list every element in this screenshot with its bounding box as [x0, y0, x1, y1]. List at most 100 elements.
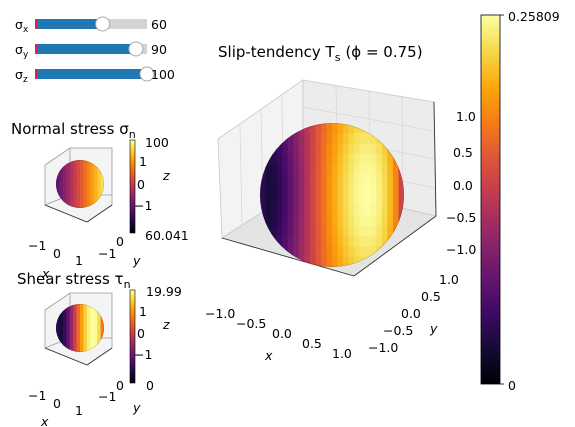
surface-patch — [359, 133, 366, 145]
surface-patch — [332, 215, 339, 227]
surface-patch — [370, 246, 377, 258]
surface-patch — [287, 225, 294, 237]
slider-sigma-x-value: 60 — [151, 17, 167, 32]
surface-patch — [80, 345, 85, 350]
surface-patch — [73, 324, 78, 329]
surface-patch — [56, 317, 61, 322]
slider-handle[interactable] — [139, 66, 155, 82]
surface-patch — [80, 197, 85, 202]
surface-patch — [59, 187, 64, 192]
slider-sigma-y[interactable]: σy 90 — [15, 41, 167, 60]
surface-patch — [282, 215, 289, 227]
surface-patch — [392, 256, 400, 267]
surface-patch — [83, 163, 88, 168]
surface-patch — [298, 246, 305, 258]
surface-patch — [348, 123, 355, 134]
surface-patch — [315, 246, 322, 258]
surface-patch — [66, 334, 71, 339]
surface-patch — [86, 328, 91, 333]
surface-patch — [392, 174, 400, 186]
surface-patch — [354, 225, 361, 237]
slider-sigma-x[interactable]: σx 60 — [15, 16, 167, 35]
surface-patch — [337, 236, 344, 248]
slip-tendency-y-label: y — [429, 321, 438, 336]
surface-patch — [276, 184, 283, 196]
shear-stress-y-ticks: −1 0 — [98, 378, 124, 404]
surface-patch — [80, 314, 85, 319]
surface-patch — [90, 201, 95, 206]
surface-patch — [359, 195, 366, 206]
surface-patch — [337, 133, 344, 145]
surface-patch — [337, 225, 344, 237]
surface-patch — [320, 184, 328, 196]
surface-patch — [86, 307, 91, 312]
surface-patch — [66, 163, 71, 168]
slider-handle[interactable] — [95, 16, 111, 32]
surface-patch — [348, 205, 355, 217]
surface-patch — [359, 215, 366, 227]
surface-patch — [287, 143, 294, 155]
surface-patch — [348, 256, 355, 267]
surface-patch — [66, 170, 71, 175]
surface-patch — [97, 328, 102, 333]
surface-patch — [398, 246, 404, 258]
surface-patch — [392, 184, 400, 196]
slider-sigma-z[interactable]: σz 100 — [15, 66, 175, 85]
slider-handle[interactable] — [128, 41, 144, 57]
surface-patch — [73, 201, 78, 206]
surface-patch — [376, 205, 383, 217]
surface-patch — [69, 190, 74, 195]
surface-patch — [83, 341, 88, 346]
slip-tendency-z-ticks: 1.0 0.5 0.0 −0.5 −1.0 — [446, 109, 476, 257]
svg-text:0: 0 — [53, 246, 61, 261]
slip-tendency-chart: Slip-tendency Ts (ϕ = 0.75) — [205, 9, 560, 393]
surface-patch — [80, 338, 85, 343]
surface-patch — [293, 184, 300, 196]
surface-patch — [73, 177, 78, 182]
surface-patch — [320, 256, 328, 267]
surface-patch — [398, 174, 404, 186]
surface-patch — [69, 345, 74, 350]
surface-patch — [276, 153, 283, 165]
surface-patch — [354, 143, 361, 155]
surface-patch — [304, 143, 311, 155]
surface-patch — [326, 205, 333, 217]
surface-patch — [80, 334, 85, 339]
surface-patch — [343, 143, 350, 155]
surface-patch — [56, 321, 61, 326]
surface-patch — [62, 310, 67, 315]
surface-patch — [354, 256, 361, 267]
surface-patch — [265, 256, 272, 267]
surface-patch — [304, 133, 311, 145]
surface-patch — [83, 331, 88, 336]
surface-patch — [315, 225, 322, 237]
surface-patch — [100, 331, 104, 336]
slider-fill — [36, 19, 103, 29]
surface-patch — [59, 184, 64, 189]
surface-patch — [73, 170, 78, 175]
surface-patch — [365, 164, 372, 176]
surface-patch — [298, 225, 305, 237]
surface-patch — [69, 304, 74, 309]
surface-patch — [282, 143, 289, 155]
surface-patch — [83, 201, 88, 206]
surface-patch — [80, 310, 85, 315]
surface-patch — [304, 184, 311, 196]
surface-patch — [90, 173, 95, 178]
surface-patch — [56, 177, 61, 182]
surface-patch — [76, 345, 81, 350]
surface-patch — [73, 307, 78, 312]
slip-tendency-x-label: x — [264, 348, 273, 363]
surface-patch — [320, 246, 328, 258]
surface-patch — [86, 321, 91, 326]
surface-patch — [83, 190, 88, 195]
svg-text:−0.5: −0.5 — [236, 316, 266, 331]
surface-patch — [80, 304, 85, 309]
surface-patch — [287, 215, 294, 227]
surface-patch — [56, 328, 61, 333]
surface-patch — [309, 246, 316, 258]
surface-patch — [337, 123, 344, 134]
surface-patch — [343, 256, 350, 267]
surface-patch — [83, 304, 88, 309]
surface-patch — [387, 225, 394, 237]
